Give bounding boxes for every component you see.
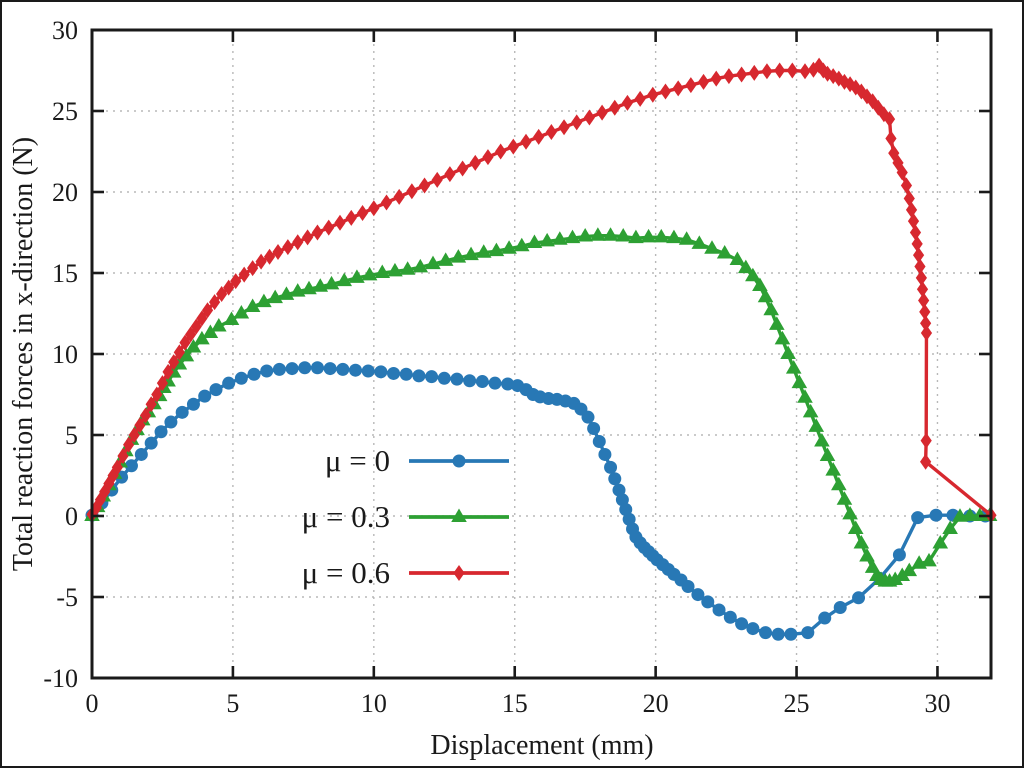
x-tick-label: 15 — [502, 689, 528, 718]
y-tick-label: 20 — [52, 178, 78, 207]
y-tick-label: 10 — [52, 340, 78, 369]
y-tick-label: 0 — [65, 502, 78, 531]
legend-label: μ = 0.3 — [302, 499, 390, 534]
y-tick-label: 5 — [65, 421, 78, 450]
y-tick-label: 15 — [52, 259, 78, 288]
legend-label: μ = 0 — [325, 443, 390, 478]
legend-label: μ = 0.6 — [302, 555, 390, 590]
grid-lines — [92, 30, 991, 678]
legend-item-0: μ = 0 — [325, 443, 509, 478]
tick-labels: 0 5 10 15 20 25 30 -10 -5 0 5 10 15 20 25 30 — [43, 16, 950, 718]
legend: μ = 0 μ = 0.3 μ = 0.6 — [302, 443, 509, 590]
x-tick-label: 25 — [784, 689, 810, 718]
legend-item-2: μ = 0.6 — [302, 555, 509, 590]
x-tick-label: 10 — [361, 689, 387, 718]
plot-frame-and-ticks — [90, 28, 993, 680]
y-tick-label: -5 — [56, 583, 78, 612]
data-series — [84, 57, 998, 641]
x-axis-label: Displacement (mm) — [430, 730, 653, 761]
series-1 — [84, 227, 998, 587]
series-0 — [85, 361, 992, 641]
y-axis-label: Total reaction forces in x-direction (N) — [8, 137, 39, 571]
x-tick-label: 30 — [924, 689, 950, 718]
y-tick-label: -10 — [43, 664, 78, 693]
y-tick-label: 25 — [52, 97, 78, 126]
x-tick-label: 0 — [86, 689, 99, 718]
y-tick-label: 30 — [52, 16, 78, 45]
series-2 — [86, 57, 997, 524]
x-tick-label: 20 — [643, 689, 669, 718]
legend-item-1: μ = 0.3 — [302, 499, 509, 534]
x-tick-label: 5 — [226, 689, 239, 718]
